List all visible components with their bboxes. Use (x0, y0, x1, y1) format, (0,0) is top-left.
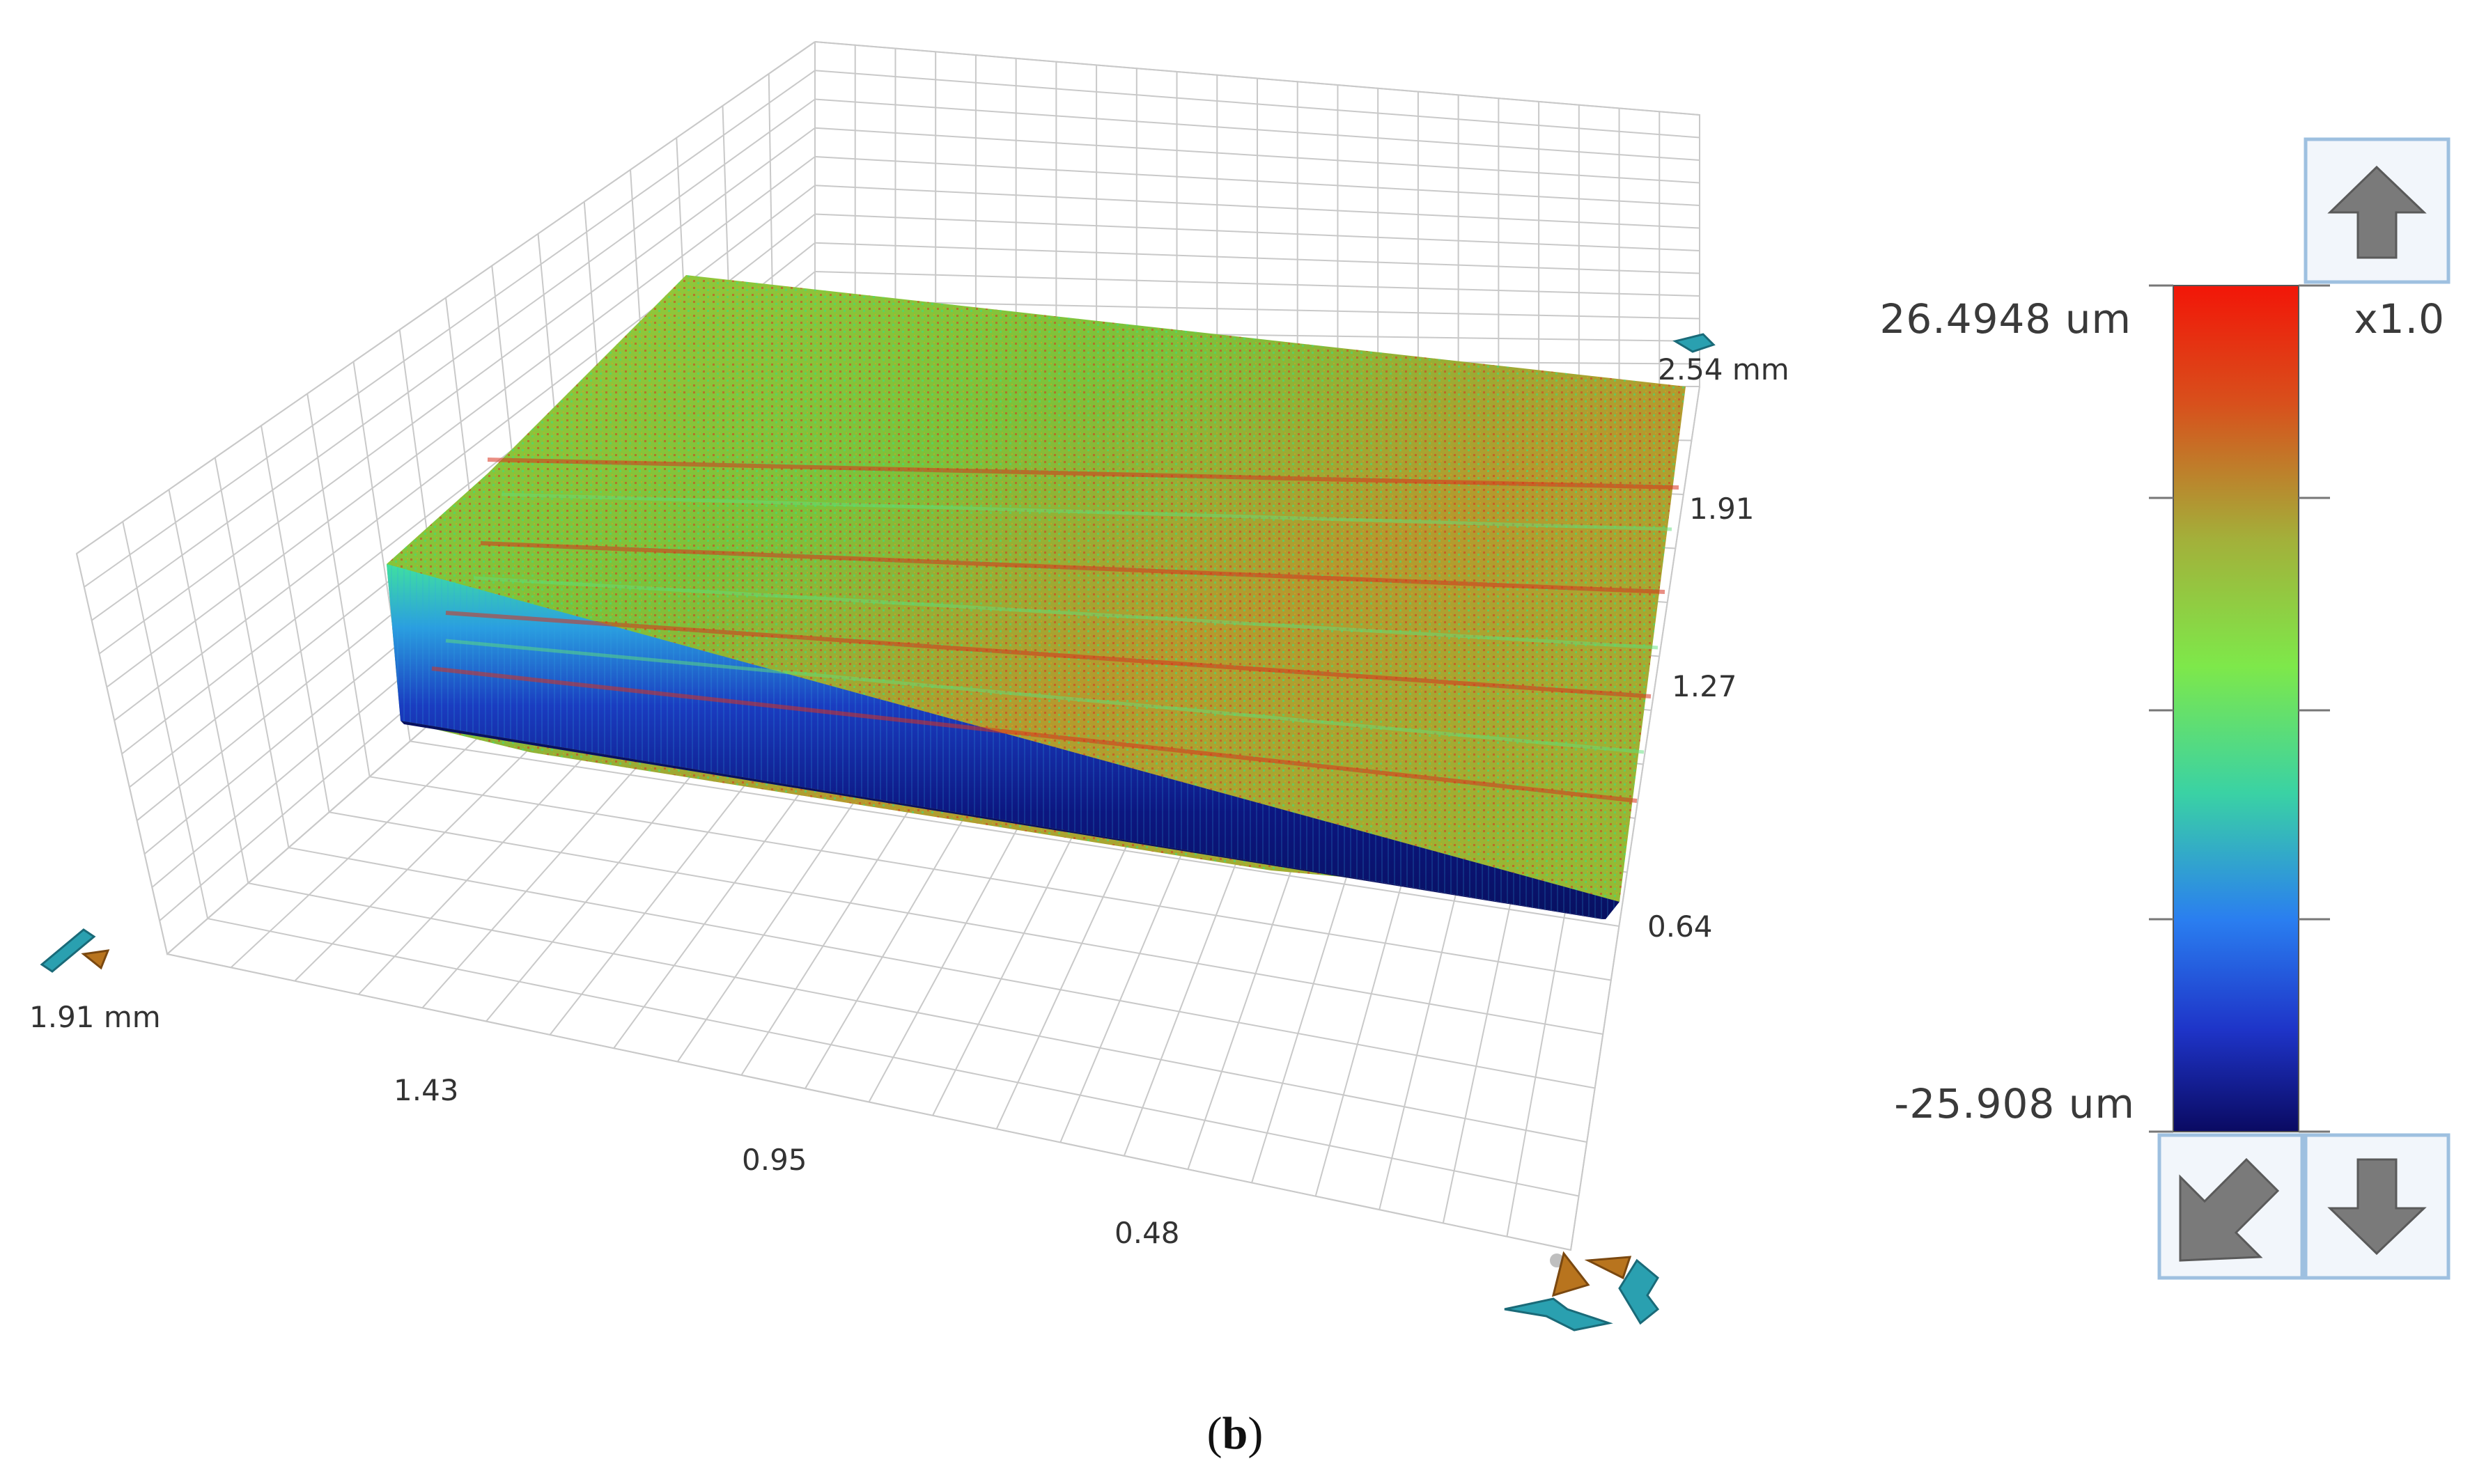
color-scale-bar (2173, 285, 2299, 1132)
y-tick-label: 2.54 mm (1658, 352, 1789, 386)
grid-line (114, 185, 816, 721)
color-scale-max-label: 26.4948 um (1879, 295, 2131, 343)
arrow-down-left-icon (2179, 1157, 2280, 1262)
surface-mesh (387, 275, 1686, 919)
surface-ridges-green (445, 492, 1672, 754)
x-tick-label: 0.95 (742, 1143, 807, 1177)
grid-line (248, 882, 1587, 1143)
grid-line (814, 127, 1700, 184)
caption-letter: b (1222, 1408, 1248, 1459)
y-axis-ticks: 2.54 mm 1.91 1.27 0.64 (1647, 352, 1789, 944)
surface-front-spikes (387, 564, 1620, 919)
zoom-factor-label: x1.0 (2354, 295, 2445, 343)
scale-up-button[interactable] (2304, 137, 2450, 284)
x-axis-ticks: 1.91 mm 1.43 0.95 0.48 (29, 1000, 1180, 1250)
x-tick-label: 1.91 mm (29, 1000, 161, 1034)
rotate-gizmo-icon[interactable] (1672, 333, 1716, 353)
grid-line (410, 740, 1620, 927)
figure-caption: (b) (1207, 1408, 1264, 1459)
caption-open: ( (1207, 1408, 1222, 1459)
grid-line (814, 98, 1700, 161)
grid-line (369, 776, 1611, 981)
x-tick-label: 1.43 (394, 1073, 459, 1107)
grid-line (207, 918, 1579, 1197)
rotate-gizmo-icon[interactable] (1504, 1251, 1660, 1331)
scale-reset-button[interactable] (2157, 1133, 2304, 1280)
grid-line (814, 213, 1700, 251)
grid-line (91, 98, 816, 621)
y-tick-label: 1.91 (1689, 492, 1755, 526)
grid-line (76, 41, 816, 554)
arrow-down-icon (2327, 1158, 2427, 1256)
color-scale-min-label: -25.908 um (1894, 1080, 2135, 1127)
caption-close: ) (1248, 1408, 1263, 1459)
rotate-gizmo-icon[interactable] (40, 928, 110, 973)
scale-down-button[interactable] (2304, 1133, 2450, 1280)
surface-ridges (431, 458, 1679, 803)
grid-line (814, 156, 1700, 206)
grid-line (814, 271, 1700, 297)
grid-line (814, 185, 1700, 229)
grid-line (329, 811, 1603, 1035)
grid-line (98, 127, 816, 655)
color-scale-ticks (2149, 284, 2330, 1133)
grid-line (166, 953, 1571, 1251)
grid-line (106, 156, 816, 688)
grid-line (814, 70, 1700, 139)
arrow-up-icon (2327, 165, 2427, 259)
grid-line (288, 847, 1595, 1089)
grid-line (814, 299, 1700, 320)
grid-line (814, 242, 1700, 274)
y-tick-label: 0.64 (1647, 909, 1713, 944)
color-scale: 26.4948 um -25.908 um x1.0 (1879, 284, 2445, 1133)
y-tick-label: 1.27 (1672, 669, 1737, 703)
x-tick-label: 0.48 (1114, 1216, 1180, 1250)
grid-line (84, 70, 816, 588)
grid-line (814, 41, 1700, 116)
